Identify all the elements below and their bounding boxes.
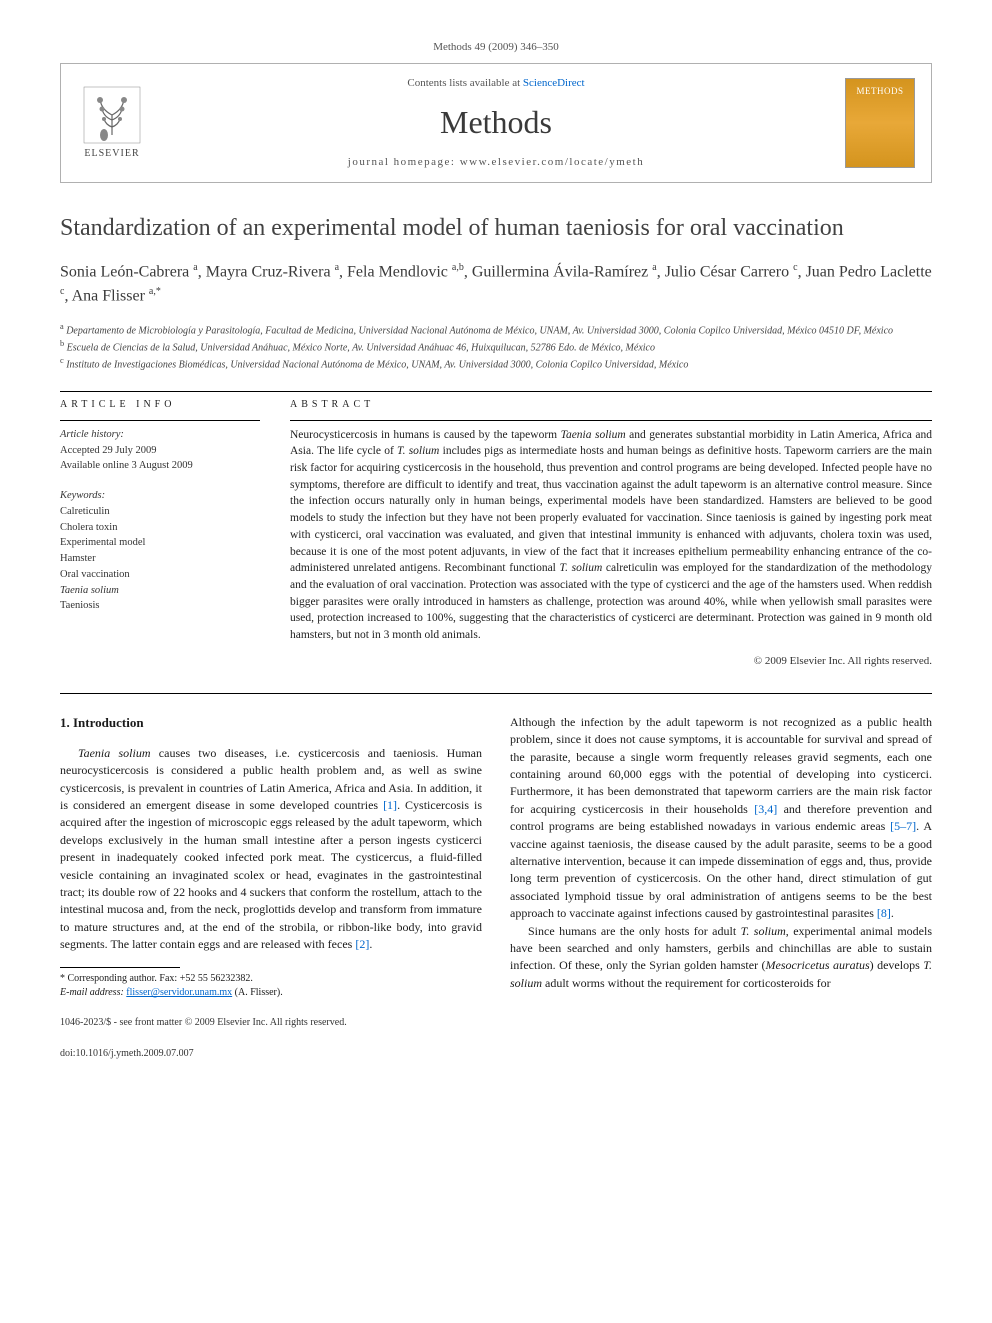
article-info-col: ARTICLE INFO Article history: Accepted 2… [60,398,260,669]
keyword-item: Calreticulin [60,504,260,520]
intro-para-1: Taenia solium causes two diseases, i.e. … [60,745,482,954]
accepted-date: Accepted 29 July 2009 [60,443,260,459]
intro-para-3: Since humans are the only hosts for adul… [510,923,932,993]
email-suffix: (A. Flisser). [235,987,283,998]
keyword-item: Taenia solium [60,583,260,599]
page-root: Methods 49 (2009) 346–350 ELSEVIER Conte… [0,0,992,1091]
keywords-label: Keywords: [60,488,260,504]
doi-line: doi:10.1016/j.ymeth.2009.07.007 [60,1047,482,1062]
abstract-rule [290,420,932,421]
body-col-right: Although the infection by the adult tape… [510,714,932,1062]
rule-top [60,391,932,392]
contents-line: Contents lists available at ScienceDirec… [167,76,825,91]
journal-name: Methods [167,100,825,145]
footnote-separator [60,967,180,968]
cover-title: METHODS [856,85,903,98]
keyword-item: Oral vaccination [60,567,260,583]
keyword-item: Cholera toxin [60,520,260,536]
keyword-list: CalreticulinCholera toxinExperimental mo… [60,504,260,614]
email-label: E-mail address: [60,987,124,998]
front-matter-line: 1046-2023/$ - see front matter © 2009 El… [60,1016,482,1031]
abstract-text: Neurocysticercosis in humans is caused b… [290,427,932,644]
affiliation-item: c Instituto de Investigaciones Biomédica… [60,355,932,372]
intro-para-2: Although the infection by the adult tape… [510,714,932,923]
elsevier-label: ELSEVIER [84,147,139,161]
homepage-prefix: journal homepage: [348,156,460,168]
homepage-url: www.elsevier.com/locate/ymeth [460,156,645,168]
author-list: Sonia León-Cabrera a, Mayra Cruz-Rivera … [60,260,932,309]
abstract-col: ABSTRACT Neurocysticercosis in humans is… [290,398,932,669]
history-label: Article history: [60,427,260,443]
article-info-label: ARTICLE INFO [60,398,260,412]
elsevier-logo: ELSEVIER [77,83,147,163]
keyword-item: Taeniosis [60,598,260,614]
keyword-item: Hamster [60,551,260,567]
affiliation-list: a Departamento de Microbiología y Parasi… [60,321,932,373]
corresponding-footnote: * Corresponding author. Fax: +52 55 5623… [60,972,482,1000]
affiliation-item: b Escuela de Ciencias de la Salud, Unive… [60,338,932,355]
body-columns: 1. Introduction Taenia solium causes two… [60,714,932,1062]
elsevier-tree-icon [82,85,142,145]
keyword-item: Experimental model [60,535,260,551]
article-title: Standardization of an experimental model… [60,213,932,244]
corr-author-line: * Corresponding author. Fax: +52 55 5623… [60,972,482,986]
info-rule [60,420,260,421]
journal-header: ELSEVIER Contents lists available at Sci… [60,63,932,183]
online-date: Available online 3 August 2009 [60,458,260,474]
rule-bottom [60,693,932,694]
section-heading-intro: 1. Introduction [60,714,482,733]
header-center: Contents lists available at ScienceDirec… [167,76,825,170]
article-history: Article history: Accepted 29 July 2009 A… [60,427,260,614]
corr-email-link[interactable]: flisser@servidor.unam.mx [126,987,232,998]
affiliation-item: a Departamento de Microbiología y Parasi… [60,321,932,338]
contents-prefix: Contents lists available at [407,77,522,89]
abstract-label: ABSTRACT [290,398,932,412]
info-abstract-row: ARTICLE INFO Article history: Accepted 2… [60,398,932,669]
journal-cover-thumb: METHODS [845,78,915,168]
sciencedirect-link[interactable]: ScienceDirect [523,77,585,89]
citation-bar: Methods 49 (2009) 346–350 [60,40,932,55]
homepage-line: journal homepage: www.elsevier.com/locat… [167,155,825,170]
email-line: E-mail address: flisser@servidor.unam.mx… [60,986,482,1000]
abstract-copyright: © 2009 Elsevier Inc. All rights reserved… [290,654,932,669]
body-col-left: 1. Introduction Taenia solium causes two… [60,714,482,1062]
